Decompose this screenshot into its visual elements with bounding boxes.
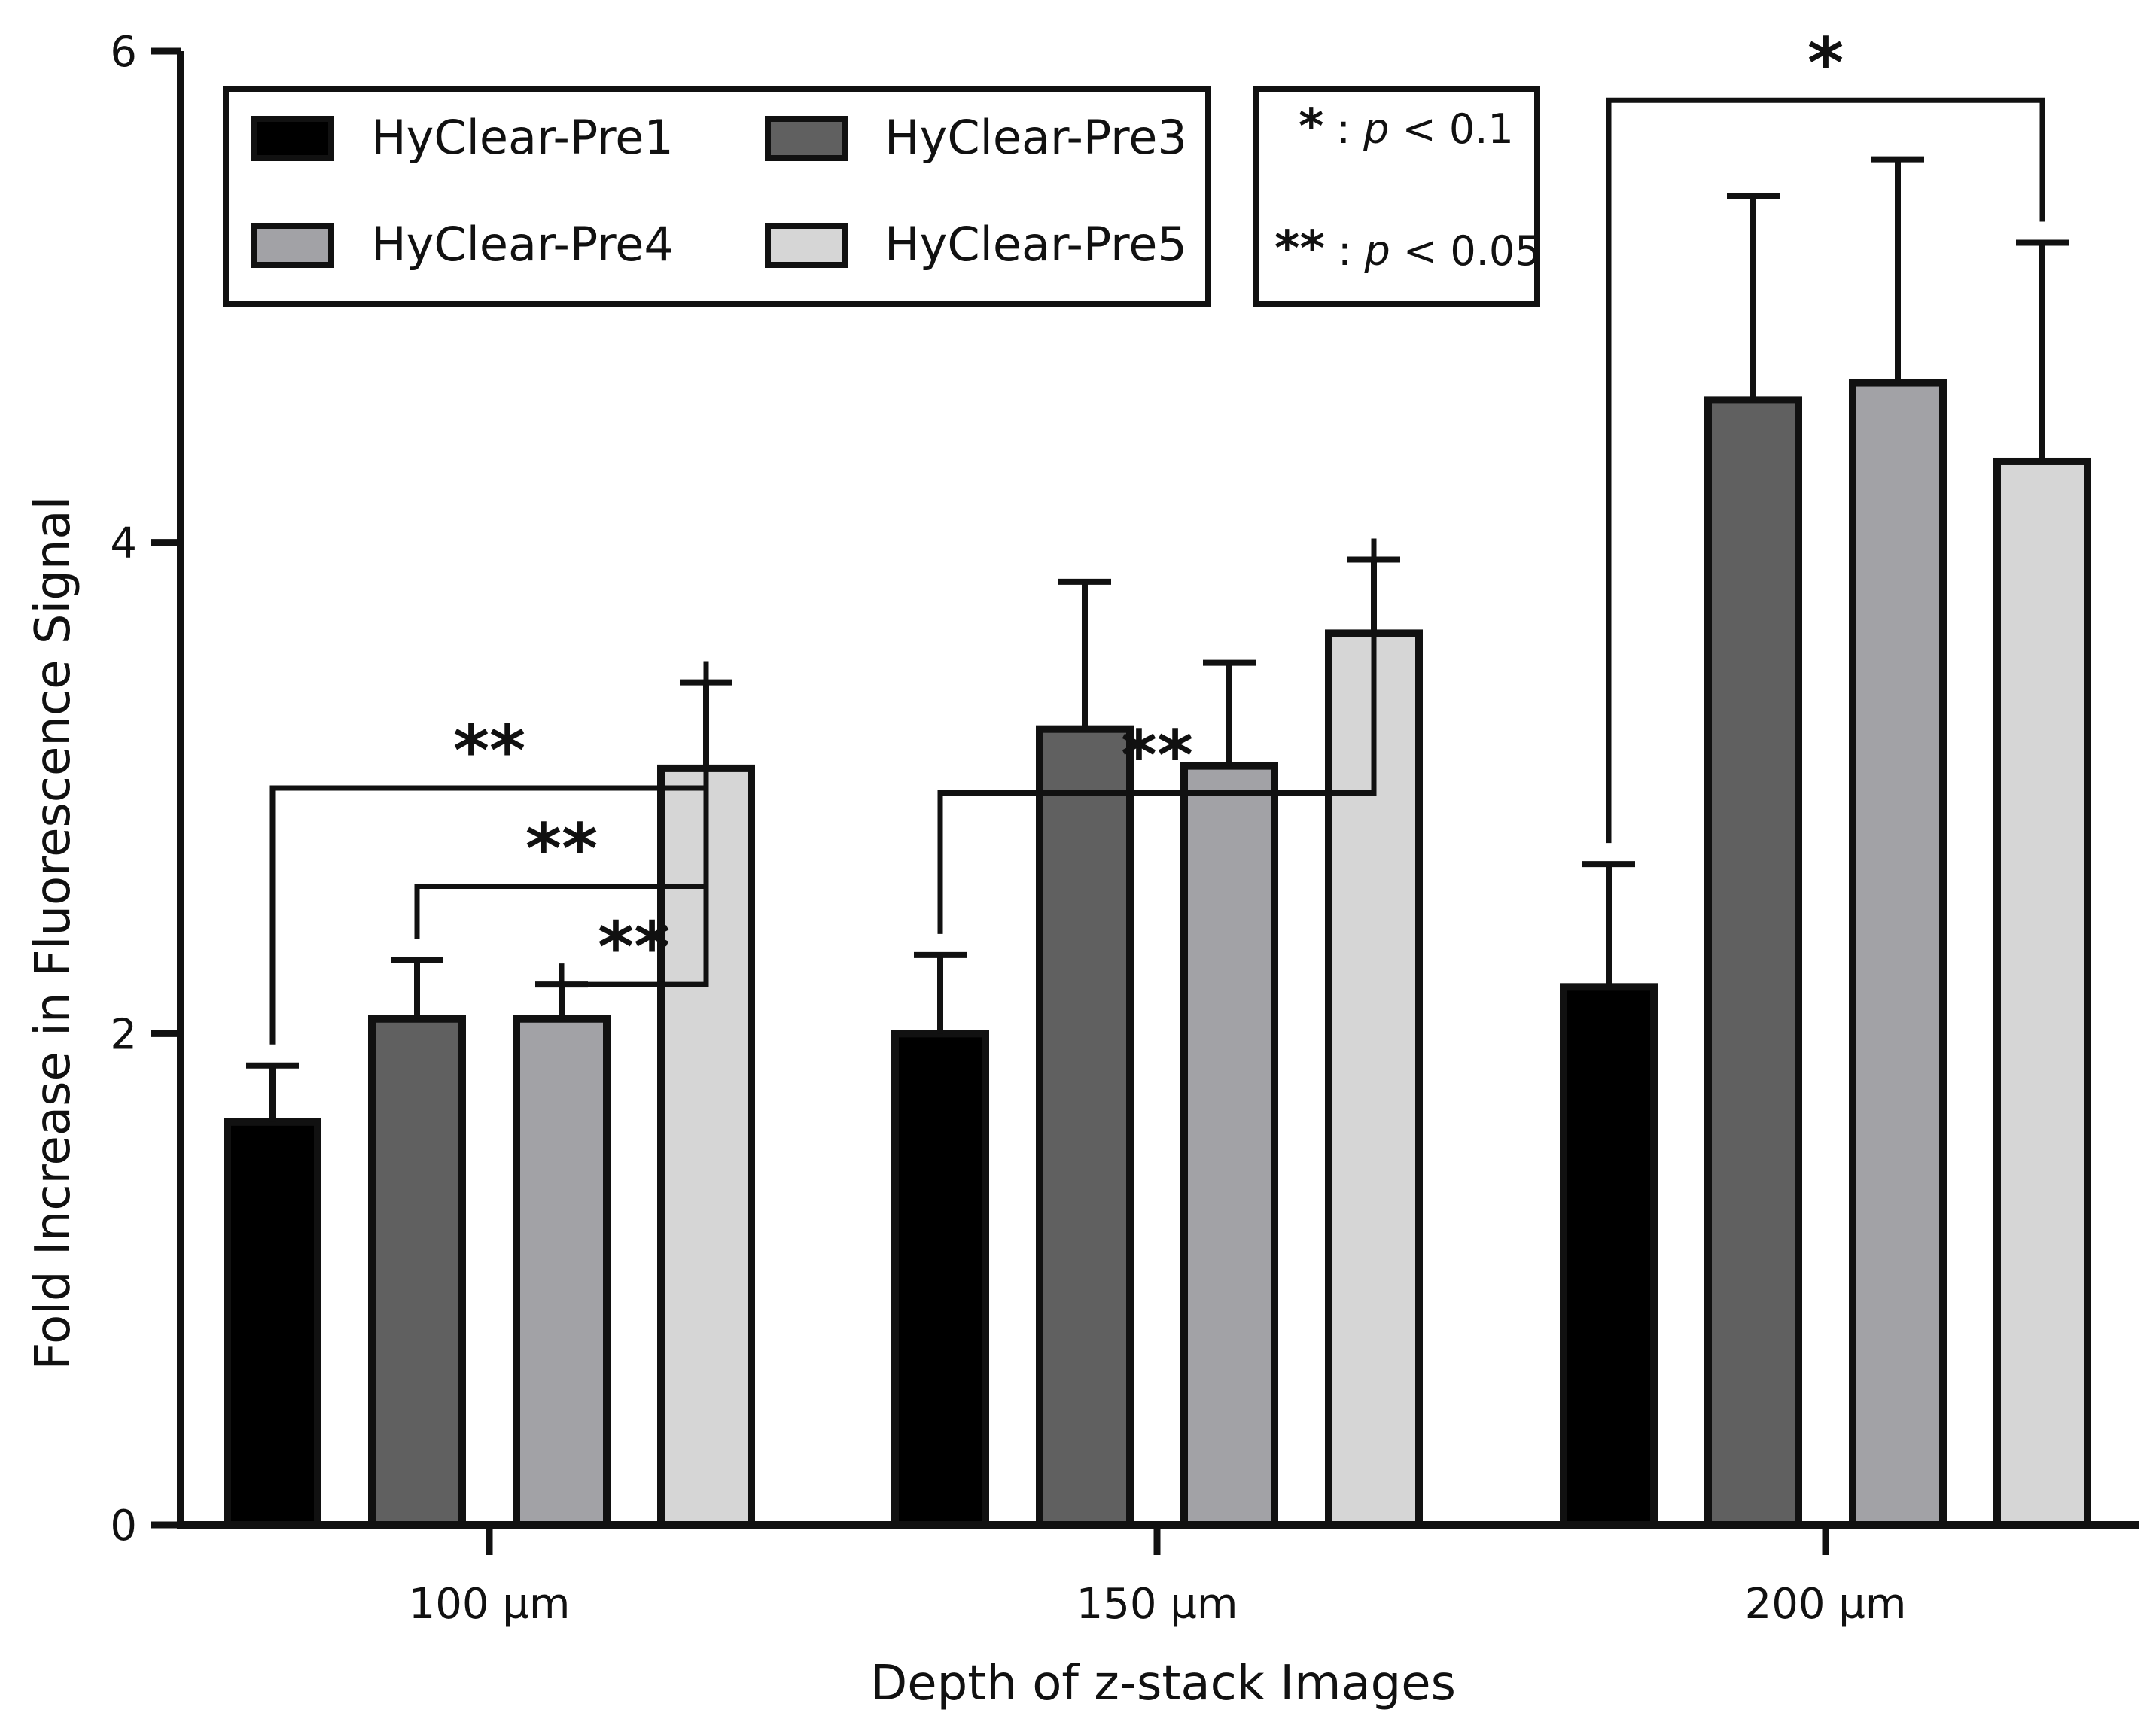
y-axis-title: Fold Increase in Fluorescence Signal: [26, 497, 81, 1371]
significance-legend-threshold-0: < 0.1: [1389, 105, 1513, 153]
bar-hyclear-pre5-2: [1993, 457, 2091, 1529]
significance-stars-1: **: [525, 809, 598, 890]
legend-swatch-hyclear-pre5: [765, 223, 848, 268]
significance-legend-stars-1: **: [1274, 221, 1325, 277]
significance-stars-0: **: [453, 710, 525, 791]
bars-layer: [224, 379, 2091, 1529]
y-tick-label-4: 4: [110, 519, 137, 568]
x-tick-label-1: 150 µm: [1076, 1580, 1238, 1629]
bar-hyclear-pre4-0: [513, 1015, 611, 1529]
legend-label-hyclear-pre3: HyClear-Pre3: [885, 110, 1187, 165]
legend-label-hyclear-pre5: HyClear-Pre5: [885, 217, 1187, 272]
significance-legend-sep-0: :: [1323, 105, 1363, 153]
legend-frame: [223, 86, 1211, 307]
significance-legend-sep-1: :: [1325, 227, 1365, 275]
significance-layer: *********: [270, 23, 2045, 1045]
significance-legend-frame: [1253, 86, 1540, 307]
significance-bracket-2: [559, 661, 709, 987]
significance-stars-3: **: [1121, 716, 1193, 796]
legend-swatch-hyclear-pre3: [765, 116, 848, 161]
significance-legend-p-0: p: [1363, 105, 1389, 153]
legend-swatch-hyclear-pre1: [251, 116, 334, 161]
significance-stars-4: *: [1807, 23, 1844, 103]
significance-bracket-3: [937, 538, 1377, 934]
bar-hyclear-pre1-2: [1560, 983, 1658, 1529]
bar-hyclear-pre4-2: [1849, 379, 1947, 1529]
y-tick-label-0: 0: [110, 1501, 137, 1550]
significance-legend-stars-0: *: [1299, 99, 1323, 155]
bar-hyclear-pre1-1: [891, 1030, 989, 1529]
series-legend: HyClear-Pre1 HyClear-Pre3 HyClear-Pre4 HyCl…: [223, 86, 1211, 307]
legend-label-hyclear-pre4: HyClear-Pre4: [371, 217, 674, 272]
axes-layer: 0 2 4 6 100 µm 150 µm 200 µm: [110, 28, 2139, 1629]
x-tick-label-2: 200 µm: [1745, 1580, 1907, 1629]
significance-legend-entry-1: ** : p < 0.05: [1274, 221, 1541, 277]
significance-legend-threshold-1: < 0.05: [1390, 227, 1541, 275]
bar-hyclear-pre3-2: [1704, 396, 1802, 1529]
x-axis-title: Depth of z-stack Images: [870, 1656, 1456, 1711]
significance-stars-2: **: [598, 907, 670, 987]
bar-hyclear-pre4-1: [1180, 762, 1278, 1529]
bar-hyclear-pre3-0: [368, 1015, 466, 1529]
significance-legend-entry-0: * : p < 0.1: [1299, 99, 1514, 155]
significance-legend: * : p < 0.1 ** : p < 0.05: [1253, 86, 1541, 307]
bar-hyclear-pre3-1: [1036, 725, 1134, 1529]
x-tick-label-0: 100 µm: [409, 1580, 571, 1629]
y-tick-label-2: 2: [110, 1010, 137, 1059]
y-tick-label-6: 6: [110, 28, 137, 77]
legend-swatch-hyclear-pre4: [251, 223, 334, 268]
significance-legend-p-1: p: [1363, 227, 1390, 275]
bar-hyclear-pre1-0: [224, 1118, 321, 1529]
significance-bracket-4: [1606, 97, 2045, 844]
legend-label-hyclear-pre1: HyClear-Pre1: [371, 110, 674, 165]
